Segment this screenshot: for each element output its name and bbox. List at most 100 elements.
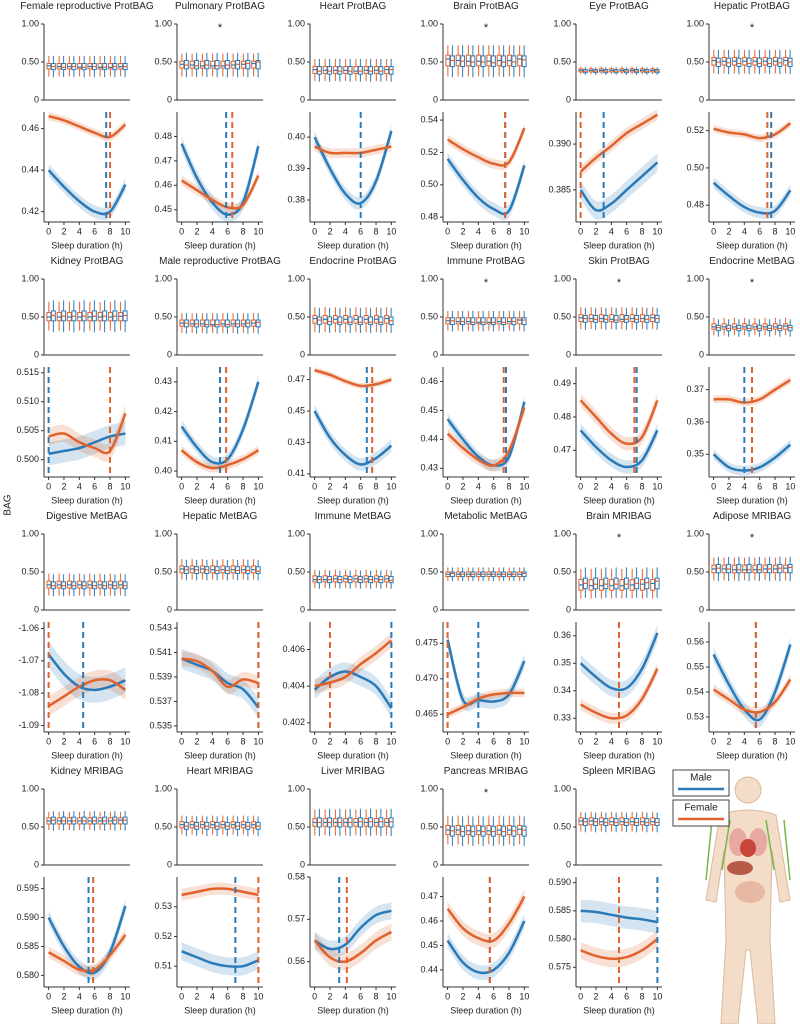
curve: [180, 143, 260, 216]
x-tick-label: 8: [507, 991, 512, 1001]
box: [210, 60, 216, 69]
box: [388, 576, 394, 584]
box: [613, 314, 619, 323]
confidence-band: [447, 889, 525, 949]
y-tick-label: 1.00: [420, 783, 438, 793]
x-tick-label: 6: [358, 991, 363, 1001]
box: [449, 55, 455, 68]
box: [736, 57, 742, 68]
box: [357, 316, 363, 326]
y-tick-label: 0.50: [21, 566, 39, 576]
panel-title: Skin ProtBAG: [588, 256, 650, 267]
y-tick-label: 0.50: [686, 56, 704, 66]
x-tick-label: 10: [519, 991, 529, 1001]
x-tick-label: 4: [210, 226, 215, 236]
x-axis-label: Sleep duration (h): [716, 240, 788, 250]
confidence-band: [48, 669, 126, 716]
box: [783, 564, 789, 574]
panel-title: Kidney ProtBAG: [50, 256, 124, 267]
confidence-band: [447, 632, 525, 712]
box: [316, 66, 322, 75]
y-tick-label: 0.537: [149, 696, 172, 706]
x-tick-label: 0: [578, 991, 583, 1001]
curve: [713, 122, 792, 140]
x-tick-label: 0: [179, 481, 184, 491]
y-tick-label: 1.00: [686, 18, 704, 28]
panel-title: Hepatic MetBAG: [182, 511, 258, 522]
confidence-band: [447, 913, 525, 981]
y-tick-label: 0.52: [154, 931, 172, 941]
significance-star: *: [750, 22, 755, 34]
y-tick-label: 0: [300, 604, 305, 614]
y-tick-label: 0.50: [553, 311, 571, 321]
x-axis-label: Sleep duration (h): [184, 240, 256, 250]
box: [465, 317, 471, 325]
significance-star: *: [750, 532, 755, 544]
x-tick-label: 0: [578, 736, 583, 746]
panel-title: Metabolic MetBAG: [444, 511, 528, 522]
y-tick-label: 0.50: [420, 821, 438, 831]
curve: [712, 644, 792, 722]
box: [214, 319, 220, 328]
box: [490, 55, 496, 68]
box: [486, 824, 492, 836]
x-tick-label: 10: [785, 481, 795, 491]
y-tick-label: 1.00: [686, 273, 704, 283]
x-axis-label: Sleep duration (h): [716, 495, 788, 505]
x-tick-label: 10: [652, 226, 662, 236]
box: [521, 55, 527, 68]
panel-title: Hepatic ProtBAG: [713, 1, 791, 12]
box: [746, 57, 752, 68]
box: [506, 317, 512, 325]
x-tick-label: 4: [609, 991, 614, 1001]
x-tick-label: 4: [476, 991, 481, 1001]
x-tick-label: 0: [578, 226, 583, 236]
y-tick-label: 0.541: [149, 647, 172, 657]
y-tick-label: 1.00: [553, 528, 571, 538]
box: [486, 317, 492, 325]
x-tick-label: 6: [358, 481, 363, 491]
x-tick-label: 0: [46, 481, 51, 491]
x-tick-label: 6: [92, 991, 97, 1001]
x-tick-label: 4: [343, 226, 348, 236]
x-tick-label: 4: [742, 226, 747, 236]
x-tick-label: 6: [92, 736, 97, 746]
y-tick-label: 0.40: [287, 132, 305, 142]
x-tick-label: 4: [210, 991, 215, 1001]
y-tick-label: 0: [167, 604, 172, 614]
y-tick-label: -1.07: [18, 655, 39, 665]
x-tick-label: 0: [46, 991, 51, 1001]
x-tick-label: 8: [374, 991, 379, 1001]
box: [255, 319, 261, 328]
x-tick-label: 8: [640, 481, 645, 491]
x-tick-label: 0: [578, 481, 583, 491]
curve: [181, 950, 259, 969]
y-tick-label: 0.41: [287, 468, 305, 478]
significance-star: *: [484, 22, 489, 34]
curve: [446, 401, 526, 467]
x-tick-label: 6: [358, 736, 363, 746]
x-tick-label: 8: [241, 226, 246, 236]
x-axis-label: Sleep duration (h): [317, 1005, 389, 1015]
y-tick-label: 0.52: [420, 147, 438, 157]
x-tick-label: 8: [374, 481, 379, 491]
x-tick-label: 6: [92, 481, 97, 491]
confidence-band: [181, 375, 259, 470]
y-tick-label: 0: [433, 94, 438, 104]
x-tick-label: 0: [179, 736, 184, 746]
y-tick-label: 1.00: [21, 783, 39, 793]
box: [476, 824, 482, 836]
curve: [446, 127, 526, 167]
y-tick-label: 0.50: [420, 566, 438, 576]
box: [517, 824, 523, 836]
curve: [579, 632, 659, 692]
x-tick-label: 2: [194, 226, 199, 236]
x-tick-label: 0: [312, 481, 317, 491]
y-tick-label: 0.42: [21, 206, 39, 216]
box: [639, 579, 645, 591]
box: [224, 319, 230, 328]
y-tick-label: 0.56: [287, 956, 305, 966]
box: [746, 563, 752, 574]
x-tick-label: 10: [253, 481, 263, 491]
x-tick-label: 8: [773, 736, 778, 746]
